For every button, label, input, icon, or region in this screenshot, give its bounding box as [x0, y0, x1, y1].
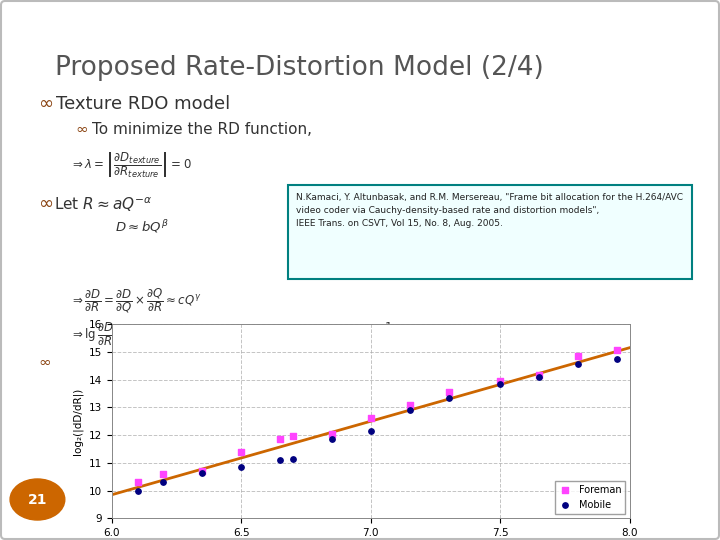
Mobile: [197, 468, 208, 477]
Mobile: [611, 354, 623, 363]
Mobile: [274, 456, 286, 464]
Foreman: [611, 346, 623, 355]
Text: ∞: ∞: [75, 122, 88, 137]
Mobile: [287, 454, 299, 463]
Foreman: [495, 376, 506, 385]
Text: N.Kamaci, Y. Altunbasak, and R.M. Mersereau, "Frame bit allocation for the H.264: N.Kamaci, Y. Altunbasak, and R.M. Merser…: [296, 193, 683, 228]
Text: Texture RDO model: Texture RDO model: [56, 95, 230, 113]
Foreman: [274, 435, 286, 443]
Foreman: [235, 448, 247, 456]
Text: $\Rightarrow\dfrac{\partial D}{\partial R}=\dfrac{\partial D}{\partial Q}\times\: $\Rightarrow\dfrac{\partial D}{\partial …: [70, 286, 202, 315]
Text: -5.35: -5.35: [244, 340, 280, 353]
Mobile: [495, 380, 506, 388]
Foreman: [572, 352, 584, 360]
Text: ∞: ∞: [38, 355, 50, 370]
Mobile: [534, 373, 545, 381]
Foreman: [158, 470, 169, 478]
Foreman: [365, 414, 377, 423]
Text: Let $R\approx aQ^{-\alpha}$: Let $R\approx aQ^{-\alpha}$: [54, 195, 153, 214]
Foreman: [443, 388, 454, 396]
Foreman: [132, 478, 143, 487]
Text: $\Rightarrow\lg\dfrac{\partial D_{texture}}{\partial R_{texture}}\approx\gamma\l: $\Rightarrow\lg\dfrac{\partial D_{textur…: [70, 320, 222, 350]
Mobile: [404, 406, 415, 414]
Text: $D\approx bQ^{\beta}$: $D\approx bQ^{\beta}$: [115, 218, 168, 235]
Text: 2.54: 2.54: [210, 340, 241, 353]
Mobile: [365, 427, 377, 435]
Foreman: [197, 467, 208, 476]
Legend: Foreman, Mobile: Foreman, Mobile: [555, 481, 625, 514]
Mobile: [235, 463, 247, 471]
Text: 21: 21: [27, 492, 48, 507]
Text: $\Rightarrow\lambda\approx\dfrac{1}{41}Q^{2.54}$: $\Rightarrow\lambda\approx\dfrac{1}{41}Q…: [345, 320, 427, 346]
Mobile: [572, 360, 584, 369]
Foreman: [534, 371, 545, 380]
Mobile: [443, 393, 454, 402]
Mobile: [326, 435, 338, 443]
Text: $\Rightarrow\lambda=\left|\dfrac{\partial D_{texture}}{\partial R_{texture}}\rig: $\Rightarrow\lambda=\left|\dfrac{\partia…: [70, 150, 192, 180]
Text: ∞: ∞: [38, 195, 53, 213]
Text: To minimize the RD function,: To minimize the RD function,: [92, 122, 312, 137]
Foreman: [404, 400, 415, 409]
Mobile: [158, 478, 169, 487]
Foreman: [326, 429, 338, 438]
Text: ∞: ∞: [38, 95, 53, 113]
FancyBboxPatch shape: [288, 185, 692, 279]
Y-axis label: log₂(|dD/dR|): log₂(|dD/dR|): [73, 388, 83, 455]
Foreman: [287, 432, 299, 441]
Text: Proposed Rate-Distortion Model (2/4): Proposed Rate-Distortion Model (2/4): [55, 55, 544, 81]
Mobile: [132, 487, 143, 495]
